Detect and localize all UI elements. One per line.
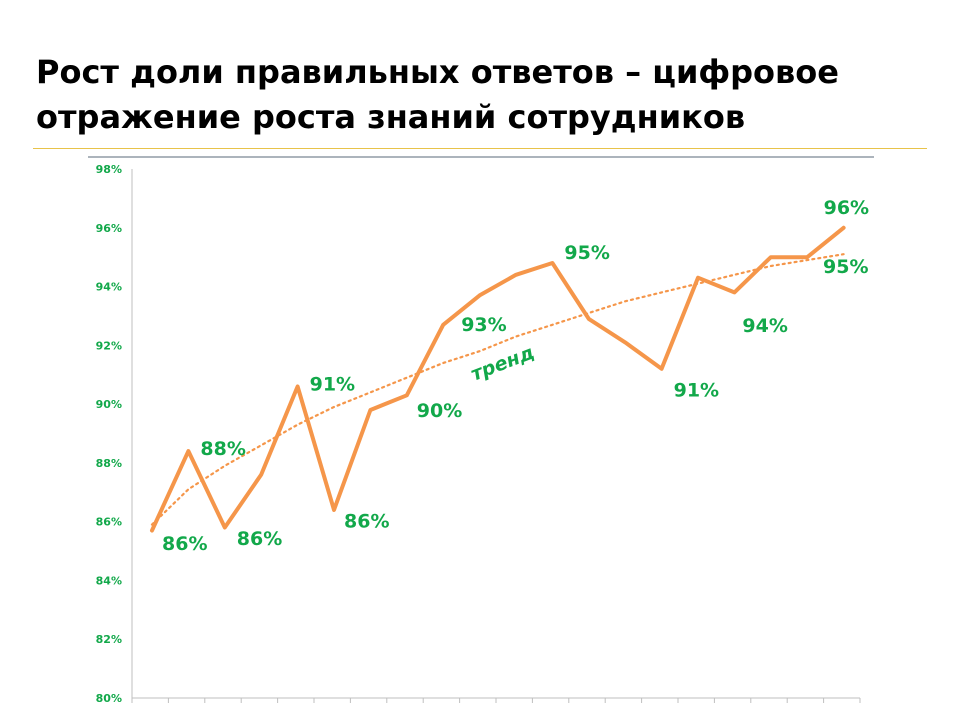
y-tick-label: 96% bbox=[96, 222, 122, 235]
y-tick-label: 86% bbox=[96, 516, 122, 529]
data-label: 91% bbox=[674, 379, 719, 401]
title-divider bbox=[33, 148, 927, 149]
y-tick-labels: 80% 82% 84% 86% 88% 90% 92% 94% 96% 98% bbox=[96, 163, 122, 705]
data-label: 86% bbox=[237, 528, 282, 550]
trend-end-label: 95% bbox=[823, 256, 868, 278]
y-tick-label: 92% bbox=[96, 339, 122, 352]
data-labels: 86% 88% 86% 91% 86% 90% 93% 95% 91% 94% 96% bbox=[162, 197, 869, 555]
data-label: 86% bbox=[344, 510, 389, 532]
data-label: 93% bbox=[461, 314, 506, 336]
data-label: 94% bbox=[742, 315, 787, 337]
data-label: 86% bbox=[162, 533, 207, 555]
data-label: 88% bbox=[200, 438, 245, 460]
data-label: 95% bbox=[564, 242, 609, 264]
trend-label: тренд bbox=[468, 341, 537, 385]
y-tick-label: 84% bbox=[96, 574, 122, 587]
y-tick-label: 80% bbox=[96, 692, 122, 705]
x-tick-marks bbox=[131, 698, 861, 703]
series-line bbox=[150, 225, 846, 533]
y-tick-label: 94% bbox=[96, 281, 122, 294]
data-label: 90% bbox=[417, 400, 462, 422]
y-tick-label: 88% bbox=[96, 457, 122, 470]
y-tick-label: 98% bbox=[96, 163, 122, 176]
data-label: 91% bbox=[310, 374, 355, 396]
y-tick-label: 82% bbox=[96, 633, 122, 646]
y-tick-label: 90% bbox=[96, 398, 122, 411]
data-label: 96% bbox=[824, 197, 869, 219]
slide-title: Рост доли правильных ответов – цифровое … bbox=[36, 53, 839, 136]
